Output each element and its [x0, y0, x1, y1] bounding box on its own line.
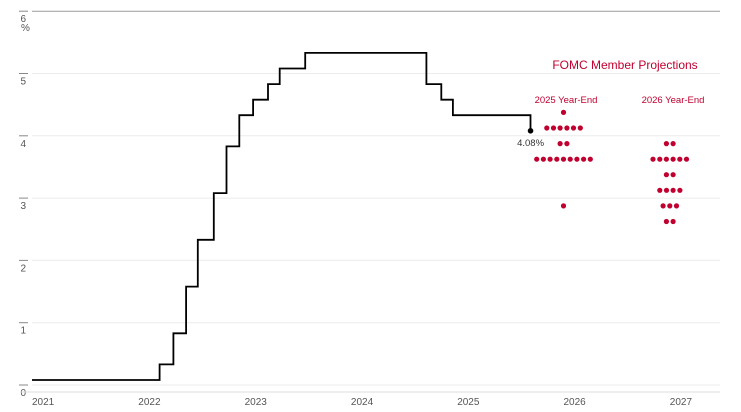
gridlines: [32, 10, 720, 386]
projection-dot: [557, 141, 563, 147]
projection-dot: [557, 125, 563, 131]
projection-dot: [560, 156, 567, 162]
projection-dot: [550, 125, 557, 131]
projection-dot: [560, 109, 567, 115]
projection-dot: [663, 187, 670, 193]
projection-dot: [540, 156, 547, 162]
group-label-2026: 2026 Year-End: [642, 95, 705, 106]
y-tick-label: 4: [20, 139, 26, 150]
y-axis: 0 1 2 3 4 5 6: [19, 10, 28, 399]
x-axis: 2021 2022 2023 2024 2025 2026 2027: [20, 391, 720, 408]
projection-dot: [677, 187, 683, 193]
y-tick-label: 5: [20, 77, 26, 88]
y-tick-label: 2: [20, 263, 26, 274]
projection-dot: [554, 156, 560, 162]
projection-dot: [663, 172, 670, 178]
projection-dot: [574, 156, 580, 162]
projection-dot: [564, 141, 570, 147]
projection-dots: [534, 109, 690, 225]
x-tick-label: 2021: [32, 397, 55, 408]
rate-end-marker: [527, 128, 534, 134]
projection-dot: [667, 203, 673, 209]
x-tick-label: 2023: [245, 397, 268, 408]
projection-dot: [544, 125, 550, 131]
projection-dot: [534, 156, 540, 162]
projection-dot: [663, 218, 670, 225]
y-tick-label: 6: [20, 14, 26, 25]
projection-dot: [650, 156, 656, 162]
y-tick-label: 1: [20, 326, 26, 337]
projection-dot: [577, 125, 583, 131]
projection-dot: [581, 156, 587, 162]
projection-dot: [663, 141, 670, 147]
projection-dot: [560, 203, 567, 209]
projection-dot: [663, 156, 670, 162]
x-tick-label: 2024: [351, 397, 374, 408]
projection-dot: [670, 218, 676, 225]
x-tick-label: 2022: [138, 397, 161, 408]
projection-dot: [670, 156, 676, 162]
projection-dot: [660, 203, 666, 209]
rate-step-line: [32, 52, 532, 381]
x-tick-label: 2025: [457, 397, 480, 408]
projection-dot: [567, 156, 573, 162]
projection-dot: [683, 156, 690, 162]
y-unit-label: %: [21, 23, 30, 34]
projection-dot: [677, 156, 683, 162]
x-tick-label: 2027: [670, 397, 693, 408]
projection-dot: [657, 156, 663, 162]
projection-dot: [570, 125, 577, 131]
projection-dot: [673, 203, 680, 209]
group-label-2025: 2025 Year-End: [535, 95, 598, 106]
projections-title: FOMC Member Projections: [552, 58, 697, 72]
projection-dot: [587, 156, 593, 162]
projection-dot: [670, 187, 676, 193]
y-tick-label: 3: [20, 201, 26, 212]
projection-dot: [547, 156, 553, 162]
x-tick-label: 2026: [564, 397, 587, 408]
rate-end-label: 4.08%: [517, 138, 544, 149]
projection-dot: [670, 141, 676, 147]
projection-dot: [657, 187, 663, 193]
projection-dot: [670, 172, 676, 178]
projection-dot: [564, 125, 570, 131]
y-tick-label: 0: [20, 388, 26, 399]
